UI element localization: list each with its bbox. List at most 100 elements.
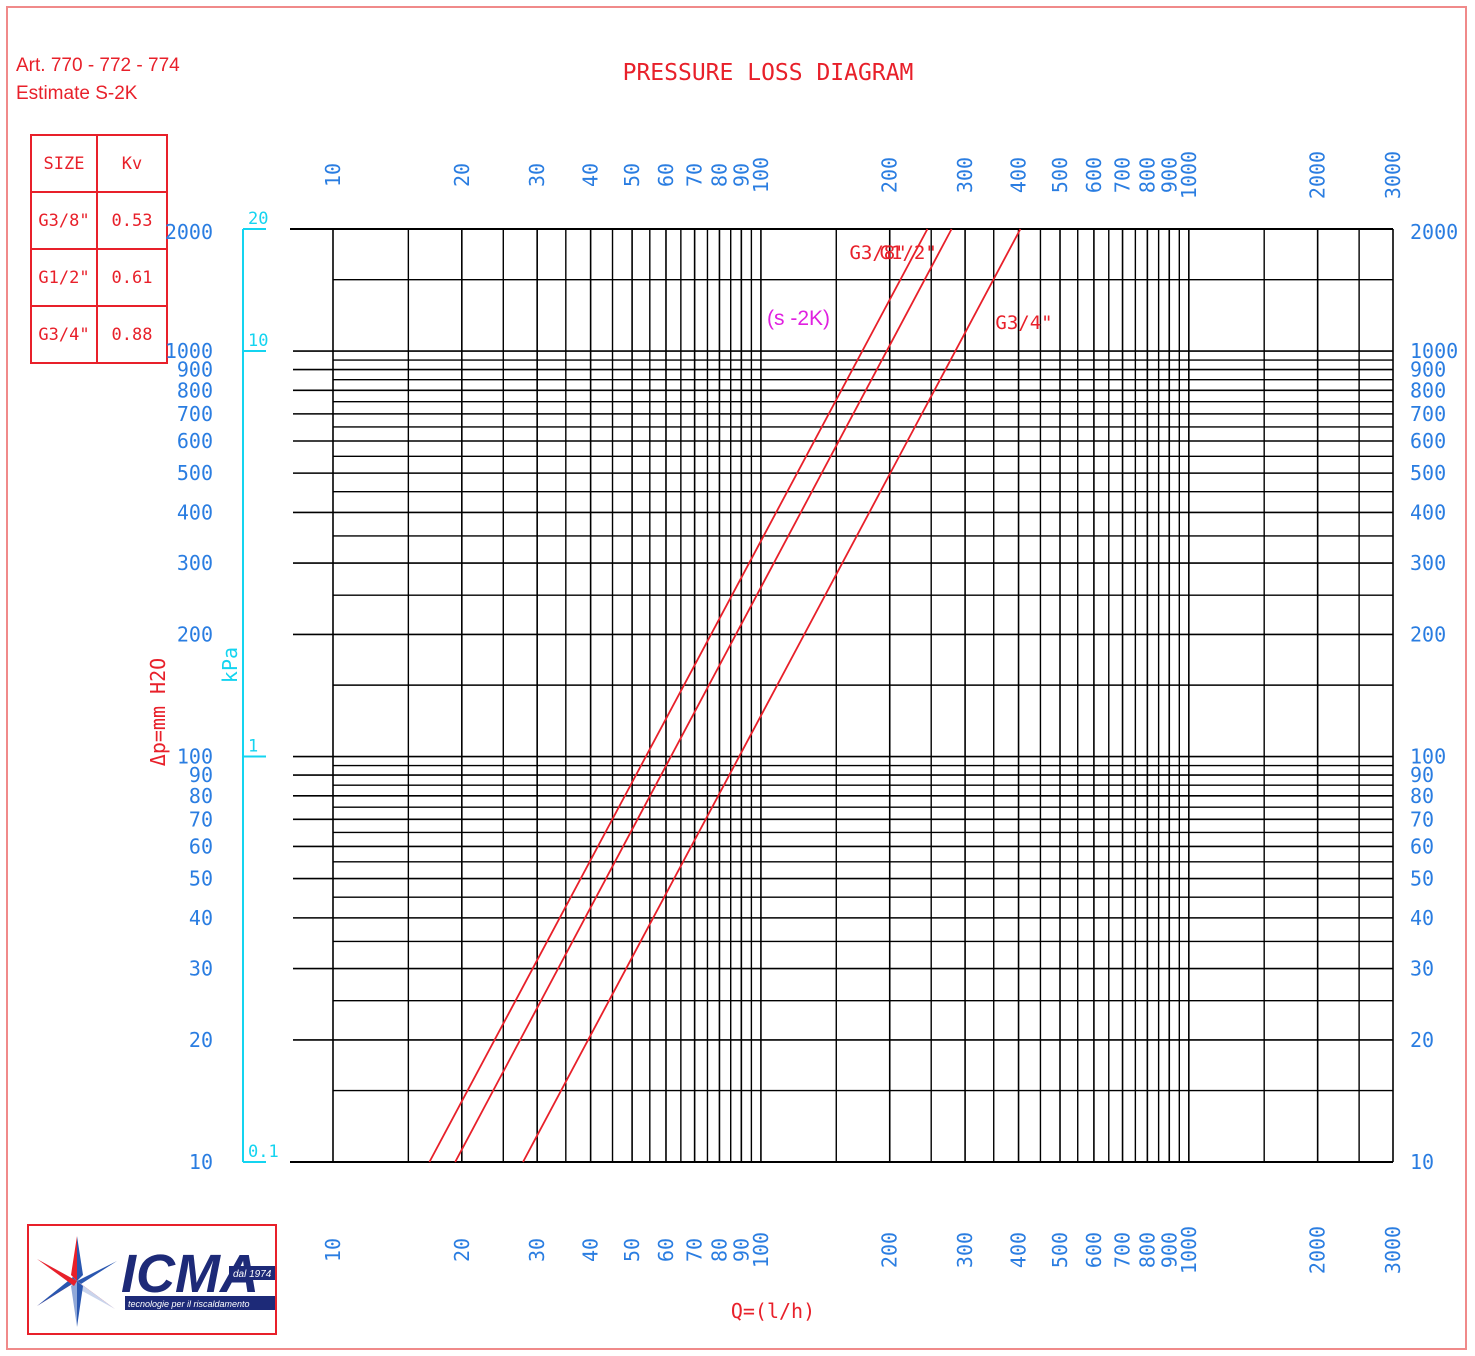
y-tick-label-left: 40 (189, 906, 213, 930)
kv-size-cell: G1/2" (30, 248, 98, 307)
x-tick-label-bottom: 400 (1007, 1232, 1031, 1268)
x-tick-label-bottom: 100 (749, 1232, 773, 1268)
y-tick-label-right: 90 (1410, 763, 1434, 787)
x-tick-label-top: 30 (525, 163, 549, 187)
x-tick-label-bottom: 30 (525, 1238, 549, 1262)
y-tick-label-left: 50 (189, 867, 213, 891)
estimate-label: Estimate S-2K (16, 83, 138, 104)
y-tick-label-left: 400 (177, 500, 213, 524)
kv-table: SIZE Kv G3/8" 0.53 G1/2" 0.61 G3/4" 0.88 (30, 134, 168, 364)
series-lines (428, 228, 1022, 1163)
tagline-band (125, 1296, 275, 1310)
kpa-tick-label: 1 (248, 737, 258, 757)
kpa-tick-label: 20 (248, 209, 268, 229)
x-tick-label-top: 20 (450, 163, 474, 187)
tagline-text: tecnologie per il riscaldamento (128, 1299, 250, 1309)
x-tick-label-top: 80 (707, 163, 731, 187)
y-tick-label-right: 60 (1410, 834, 1434, 858)
kv-size-cell: G3/4" (30, 305, 98, 364)
kv-table-row: G1/2" 0.61 (30, 248, 168, 307)
y-tick-label-right: 40 (1410, 906, 1434, 930)
y-tick-label-right: 2000 (1410, 220, 1458, 244)
x-tick-label-bottom: 200 (878, 1232, 902, 1268)
x-tick-label-bottom: 900 (1157, 1232, 1181, 1268)
y-tick-label-left: 60 (189, 834, 213, 858)
y-tick-label-right: 200 (1410, 622, 1446, 646)
icma-logo: ICMA dal 1974 tecnologie per il riscalda… (27, 1224, 277, 1335)
starburst-icon (37, 1236, 117, 1327)
y-tick-label-right: 100 (1410, 745, 1446, 769)
kv-size-cell: G3/8" (30, 191, 98, 250)
y-tick-label-left: 900 (177, 358, 213, 382)
y-tick-label-right: 900 (1410, 358, 1446, 382)
x-tick-label-top: 40 (579, 163, 603, 187)
series-label: G3/8" (849, 242, 906, 264)
x-tick-label-top: 700 (1111, 157, 1135, 193)
x-tick-label-bottom: 2000 (1306, 1226, 1330, 1274)
kv-table-header: SIZE Kv (30, 134, 168, 193)
labels: 1010202030304040505060607070808090901001… (165, 151, 1458, 1274)
x-tick-label-bottom: 90 (729, 1238, 753, 1262)
since-badge (229, 1266, 275, 1280)
kv-table-row: G3/8" 0.53 (30, 191, 168, 250)
y-tick-label-left: 20 (189, 1028, 213, 1052)
x-tick-label-top: 400 (1007, 157, 1031, 193)
y-tick-label-left: 700 (177, 402, 213, 426)
y-tick-label-right: 1000 (1410, 339, 1458, 363)
kpa-tick-label: 0.1 (248, 1142, 279, 1162)
x-tick-label-bottom: 40 (579, 1238, 603, 1262)
x-tick-label-bottom: 70 (683, 1238, 707, 1262)
x-tick-label-top: 200 (878, 157, 902, 193)
chart-title: PRESSURE LOSS DIAGRAM (623, 60, 914, 86)
x-tick-label-bottom: 700 (1111, 1232, 1135, 1268)
y-tick-label-right: 80 (1410, 784, 1434, 808)
x-tick-label-top: 70 (683, 163, 707, 187)
y-tick-label-left: 80 (189, 784, 213, 808)
y-axis-label: Δp=mm H2O (146, 658, 170, 766)
x-tick-label-bottom: 600 (1082, 1232, 1106, 1268)
kv-header-kv: Kv (96, 134, 168, 193)
kv-header-size: SIZE (30, 134, 98, 193)
y-tick-label-right: 70 (1410, 807, 1434, 831)
y-tick-label-right: 700 (1410, 402, 1446, 426)
x-tick-label-top: 90 (729, 163, 753, 187)
y-tick-label-left: 70 (189, 807, 213, 831)
x-tick-label-bottom: 300 (953, 1232, 977, 1268)
y-tick-label-left: 500 (177, 461, 213, 485)
y-tick-label-right: 600 (1410, 429, 1446, 453)
y-tick-label-left: 300 (177, 551, 213, 575)
x-tick-label-top: 600 (1082, 157, 1106, 193)
y-tick-label-left: 200 (177, 622, 213, 646)
x-tick-label-bottom: 60 (654, 1238, 678, 1262)
y-tick-label-left: 2000 (165, 220, 213, 244)
x-tick-label-bottom: 20 (450, 1238, 474, 1262)
y-tick-label-left: 1000 (165, 339, 213, 363)
y-tick-label-right: 300 (1410, 551, 1446, 575)
kv-table-row: G3/4" 0.88 (30, 305, 168, 364)
x-tick-label-top: 900 (1157, 157, 1181, 193)
x-tick-label-bottom: 80 (707, 1238, 731, 1262)
x-tick-label-bottom: 500 (1048, 1232, 1072, 1268)
article-numbers: Art. 770 - 772 - 774 (16, 55, 180, 76)
x-tick-label-top: 300 (953, 157, 977, 193)
x-tick-label-bottom: 3000 (1381, 1226, 1405, 1274)
x-tick-label-top: 100 (749, 157, 773, 193)
series-line (522, 228, 1022, 1163)
axes (242, 228, 1393, 1163)
x-tick-label-top: 50 (620, 163, 644, 187)
x-tick-label-bottom: 50 (620, 1238, 644, 1262)
x-tick-label-bottom: 1000 (1177, 1226, 1201, 1274)
article-header: Art. 770 - 772 - 774 Estimate S-2K (16, 52, 180, 108)
kpa-axis-label: kPa (218, 647, 242, 683)
y-tick-label-right: 30 (1410, 957, 1434, 981)
x-tick-label-bottom: 10 (321, 1238, 345, 1262)
x-axis-label: Q=(l/h) (731, 1299, 815, 1323)
y-tick-label-right: 10 (1410, 1150, 1434, 1174)
x-tick-label-top: 10 (321, 163, 345, 187)
y-tick-label-left: 800 (177, 378, 213, 402)
y-tick-label-right: 800 (1410, 378, 1446, 402)
kv-value-cell: 0.88 (96, 305, 168, 364)
y-tick-label-right: 50 (1410, 867, 1434, 891)
x-tick-label-bottom: 800 (1135, 1232, 1159, 1268)
